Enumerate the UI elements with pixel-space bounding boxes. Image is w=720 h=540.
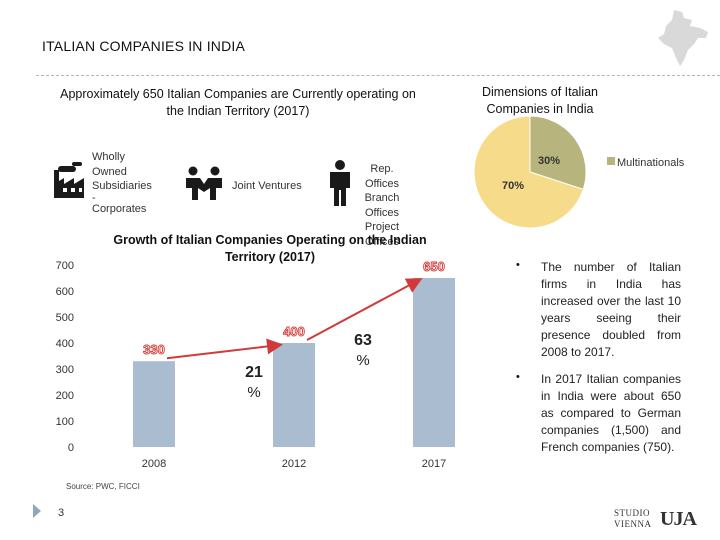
uja-logo: UJA [660, 508, 697, 530]
growth-percent-value: 21 [245, 364, 263, 381]
growth-arrow [166, 338, 283, 360]
bar-2012 [273, 343, 315, 447]
x-tick-label: 2012 [282, 458, 306, 470]
rep-line: Project [364, 221, 400, 233]
chart-title: Growth of Italian Companies Operating on… [113, 233, 427, 264]
y-tick-label: 200 [56, 390, 74, 402]
pie-label-70: 70% [502, 180, 524, 192]
approx-heading: Approximately 650 Italian Companies are … [60, 87, 416, 118]
growth-percent-unit: % [247, 384, 260, 401]
wholly-line: Corporates [92, 202, 147, 215]
bullet-text-1: The number of Italian firms in India has… [541, 260, 681, 359]
pie-slice-multinationals [529, 115, 587, 190]
y-tick-label: 100 [56, 416, 74, 428]
x-tick-label: 2008 [142, 458, 166, 470]
y-tick-label: 400 [56, 338, 74, 350]
india-map-icon [658, 10, 708, 66]
bullet-text-2: In 2017 Italian companies in India were … [541, 372, 681, 454]
rep-line: Branch [364, 192, 400, 204]
growth-arrow [306, 278, 423, 341]
rep-line: Offices [364, 206, 400, 219]
rep-offices-label: Rep. Offices Branch Offices Project Offi… [352, 162, 412, 249]
rep-line: Offices [364, 235, 400, 248]
chart-source: Source: PWC, FICCI [66, 482, 140, 491]
logo-line: STUDIO [614, 508, 650, 518]
dimensions-pie-chart: 30% 70% [473, 115, 587, 229]
bar-2008 [133, 361, 175, 447]
wholly-line: Subsidiaries [92, 180, 152, 192]
bar-value-label: 400 [283, 324, 305, 339]
bar-value-label: 330 [143, 342, 165, 357]
page-number-marker [33, 504, 41, 518]
person-icon [330, 160, 350, 206]
bullet-marker: • [516, 259, 520, 271]
page-number: 3 [58, 507, 65, 519]
legend-swatch [607, 157, 615, 165]
wholly-owned-label: Wholly Owned Subsidiaries - Corporates [92, 150, 172, 216]
logo-line: VIENNA [614, 519, 652, 529]
wholly-line: Wholly [92, 151, 126, 163]
bullet-marker: • [516, 371, 520, 383]
growth-percent-value: 63 [354, 332, 372, 349]
bar-2017 [413, 278, 455, 447]
wholly-line: Owned [92, 165, 127, 178]
y-tick-label: 0 [68, 442, 74, 454]
y-tick-label: 600 [56, 286, 74, 298]
y-tick-label: 300 [56, 364, 74, 376]
factory-icon [54, 162, 84, 198]
handshake-people-icon [186, 166, 222, 200]
legend-multinationals: Multinationals [617, 157, 685, 169]
x-tick-label: 2017 [422, 458, 446, 470]
joint-ventures-label: Joint Ventures [232, 180, 302, 192]
studio-vienna-logo: STUDIO VIENNA [614, 508, 654, 530]
growth-percent-unit: % [356, 352, 369, 369]
bar-value-label: 650 [423, 259, 445, 274]
pie-slice-others [473, 115, 584, 229]
pie-label-30: 30% [538, 155, 560, 167]
rep-line: Rep. Offices [364, 163, 400, 190]
wholly-line: - [92, 191, 96, 204]
y-tick-label: 500 [56, 312, 74, 324]
growth-bar-chart: 0 100 200 300 400 500 600 700 330 400 650 2008 201… [56, 259, 455, 470]
dimensions-heading: Dimensions of Italian Companies in India [481, 85, 599, 116]
title-divider [36, 75, 720, 76]
y-tick-label: 700 [56, 260, 74, 272]
slide-title: ITALIAN COMPANIES IN INDIA [42, 38, 246, 54]
